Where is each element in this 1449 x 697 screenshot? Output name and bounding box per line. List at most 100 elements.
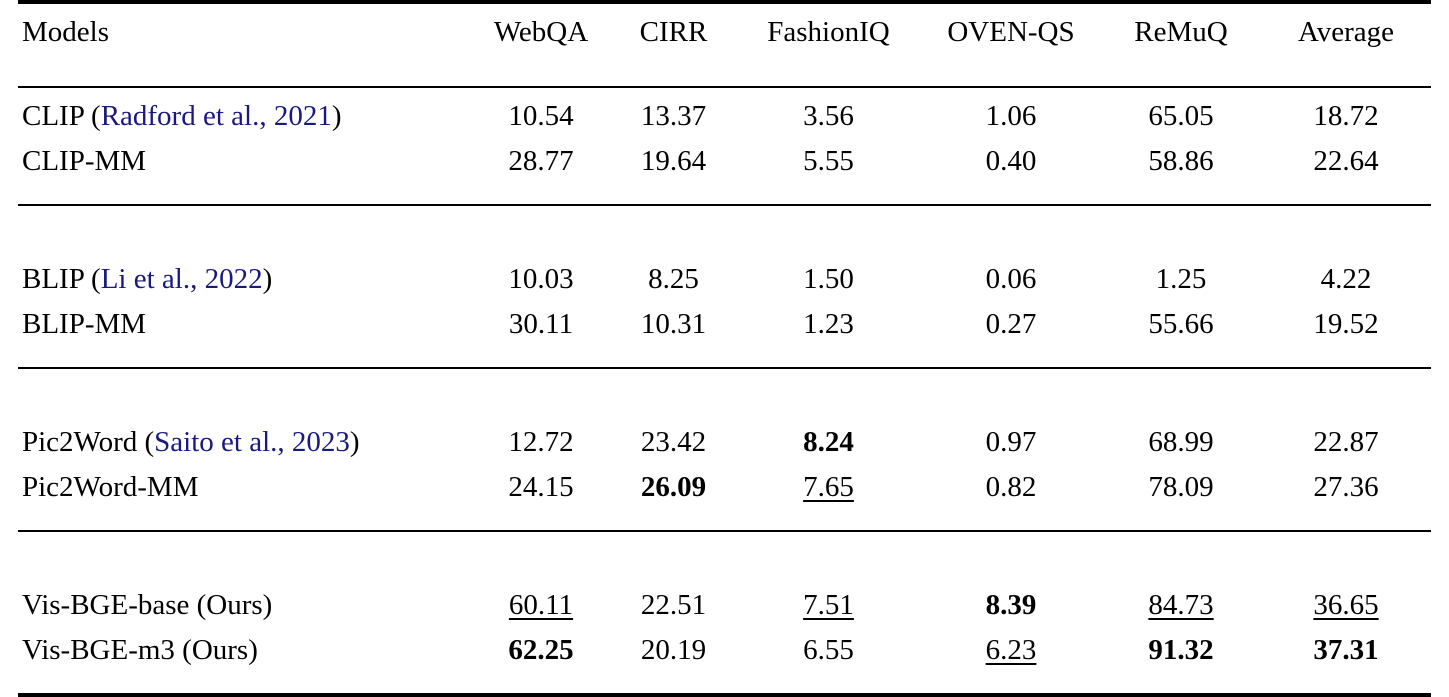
table-row: Vis-BGE-base (Ours) 60.11 22.51 7.51 8.39 84.…: [18, 577, 1431, 636]
cell-cirr: 20.19: [611, 636, 736, 695]
metric-value: 12.72: [508, 426, 574, 458]
metric-value: 22.87: [1313, 426, 1379, 458]
model-name-text: BLIP (: [22, 263, 101, 295]
cell-fashioniq: 7.51: [736, 577, 921, 636]
cell-fashioniq: 7.65: [736, 473, 921, 531]
metric-value: 23.42: [640, 426, 707, 458]
cell-fashioniq: 1.23: [736, 310, 921, 368]
cell-model-name: Vis-BGE-m3 (Ours): [18, 636, 471, 695]
cell-model-name: Pic2Word (Saito et al., 2023): [18, 414, 471, 473]
metric-value: 37.31: [1313, 634, 1379, 666]
cell-webqa: 10.03: [471, 251, 611, 310]
cell-webqa: 60.11: [471, 577, 611, 636]
metric-value: 22.64: [1313, 145, 1379, 177]
cell-average: 22.64: [1261, 147, 1431, 205]
table-row: CLIP-MM 28.77 19.64 5.55 0.40 58.86 22.64: [18, 147, 1431, 205]
cell-oven-qs: 0.97: [921, 414, 1101, 473]
citation-link[interactable]: Li et al., 2022: [100, 263, 263, 295]
citation-link[interactable]: Saito et al., 2023: [154, 426, 350, 458]
cell-average: 37.31: [1261, 636, 1431, 695]
results-table: Models WebQA CIRR FashionIQ OVEN-QS ReMu…: [18, 0, 1431, 697]
column-header-cirr: CIRR: [639, 16, 708, 48]
table-row: Pic2Word-MM 24.15 26.09 7.65 0.82 78.09 27.36: [18, 473, 1431, 531]
cell-model-name: Pic2Word-MM: [18, 473, 471, 531]
metric-value: 3.56: [803, 100, 854, 132]
model-name-suffix: ): [349, 426, 360, 458]
metric-value: 60.11: [508, 589, 574, 621]
cell-remuq: 1.25: [1101, 251, 1261, 310]
model-name-text: Pic2Word-MM: [22, 471, 199, 503]
metric-value: 1.50: [803, 263, 854, 295]
model-name-text: BLIP-MM: [22, 308, 147, 340]
column-header-average: Average: [1297, 16, 1395, 48]
metric-value: 28.77: [508, 145, 574, 177]
cell-oven-qs: 0.06: [921, 251, 1101, 310]
cell-remuq: 78.09: [1101, 473, 1261, 531]
metric-value: 19.52: [1313, 308, 1379, 340]
metric-value: 78.09: [1148, 471, 1214, 503]
table-header: Models WebQA CIRR FashionIQ OVEN-QS ReMu…: [18, 0, 1431, 89]
metric-value: 27.36: [1313, 471, 1379, 503]
metric-value: 55.66: [1148, 308, 1214, 340]
cell-fashioniq: 3.56: [736, 88, 921, 147]
cell-model-name: CLIP-MM: [18, 147, 471, 205]
metric-value: 8.39: [985, 589, 1037, 621]
cell-oven-qs: 6.23: [921, 636, 1101, 695]
cell-fashioniq: 8.24: [736, 414, 921, 473]
cell-remuq: 68.99: [1101, 414, 1261, 473]
table-block: Vis-BGE-base (Ours) 60.11 22.51 7.51 8.39 84.…: [18, 530, 1431, 695]
metric-value: 18.72: [1313, 100, 1379, 132]
metric-value: 8.24: [803, 426, 854, 458]
cell-model-name: BLIP (Li et al., 2022): [18, 251, 471, 310]
metric-value: 0.06: [985, 263, 1037, 295]
cell-fashioniq: 5.55: [736, 147, 921, 205]
metric-value: 36.65: [1313, 589, 1379, 621]
cell-webqa: 28.77: [471, 147, 611, 205]
cell-average: 22.87: [1261, 414, 1431, 473]
citation-link[interactable]: Radford et al., 2021: [100, 100, 332, 132]
cell-oven-qs: 0.82: [921, 473, 1101, 531]
cell-cirr: 22.51: [611, 577, 736, 636]
metric-value: 1.06: [985, 100, 1037, 132]
model-name-suffix: ): [262, 263, 273, 295]
column-header-remuq: ReMuQ: [1134, 16, 1228, 48]
cell-webqa: 24.15: [471, 473, 611, 531]
metric-value: 58.86: [1148, 145, 1214, 177]
header-row: Models WebQA CIRR FashionIQ OVEN-QS ReMu…: [18, 4, 1431, 87]
metric-value: 10.31: [640, 308, 707, 340]
model-name-text: CLIP (: [22, 100, 101, 132]
cell-cirr: 10.31: [611, 310, 736, 368]
metric-value: 62.25: [508, 634, 574, 666]
metric-value: 30.11: [508, 308, 574, 340]
cell-webqa: 30.11: [471, 310, 611, 368]
table-block: Pic2Word (Saito et al., 2023) 12.72 23.42 8…: [18, 367, 1431, 531]
column-header-fashioniq: FashionIQ: [767, 16, 890, 48]
metric-value: 1.25: [1155, 263, 1207, 295]
cell-average: 19.52: [1261, 310, 1431, 368]
metric-value: 6.55: [803, 634, 854, 666]
cell-model-name: BLIP-MM: [18, 310, 471, 368]
metric-value: 13.37: [640, 100, 707, 132]
metric-value: 7.65: [803, 471, 854, 503]
cell-average: 4.22: [1261, 251, 1431, 310]
metric-value: 0.27: [985, 308, 1037, 340]
cell-average: 18.72: [1261, 88, 1431, 147]
cell-cirr: 23.42: [611, 414, 736, 473]
metric-value: 91.32: [1148, 634, 1214, 666]
metric-value: 4.22: [1320, 263, 1372, 295]
table-row: Vis-BGE-m3 (Ours) 62.25 20.19 6.55 6.23 91.32…: [18, 636, 1431, 695]
cell-remuq: 65.05: [1101, 88, 1261, 147]
metric-value: 22.51: [640, 589, 707, 621]
metric-value: 7.51: [803, 589, 854, 621]
cell-remuq: 91.32: [1101, 636, 1261, 695]
block-rule: [18, 530, 1431, 577]
cell-oven-qs: 8.39: [921, 577, 1101, 636]
cell-model-name: CLIP (Radford et al., 2021): [18, 88, 471, 147]
cell-cirr: 8.25: [611, 251, 736, 310]
cell-remuq: 55.66: [1101, 310, 1261, 368]
table-block: CLIP (Radford et al., 2021) 10.54 13.37 3.5…: [18, 88, 1431, 205]
model-name-suffix: ): [331, 100, 342, 132]
metric-value: 5.55: [803, 145, 854, 177]
cell-cirr: 26.09: [611, 473, 736, 531]
metric-value: 0.82: [985, 471, 1037, 503]
